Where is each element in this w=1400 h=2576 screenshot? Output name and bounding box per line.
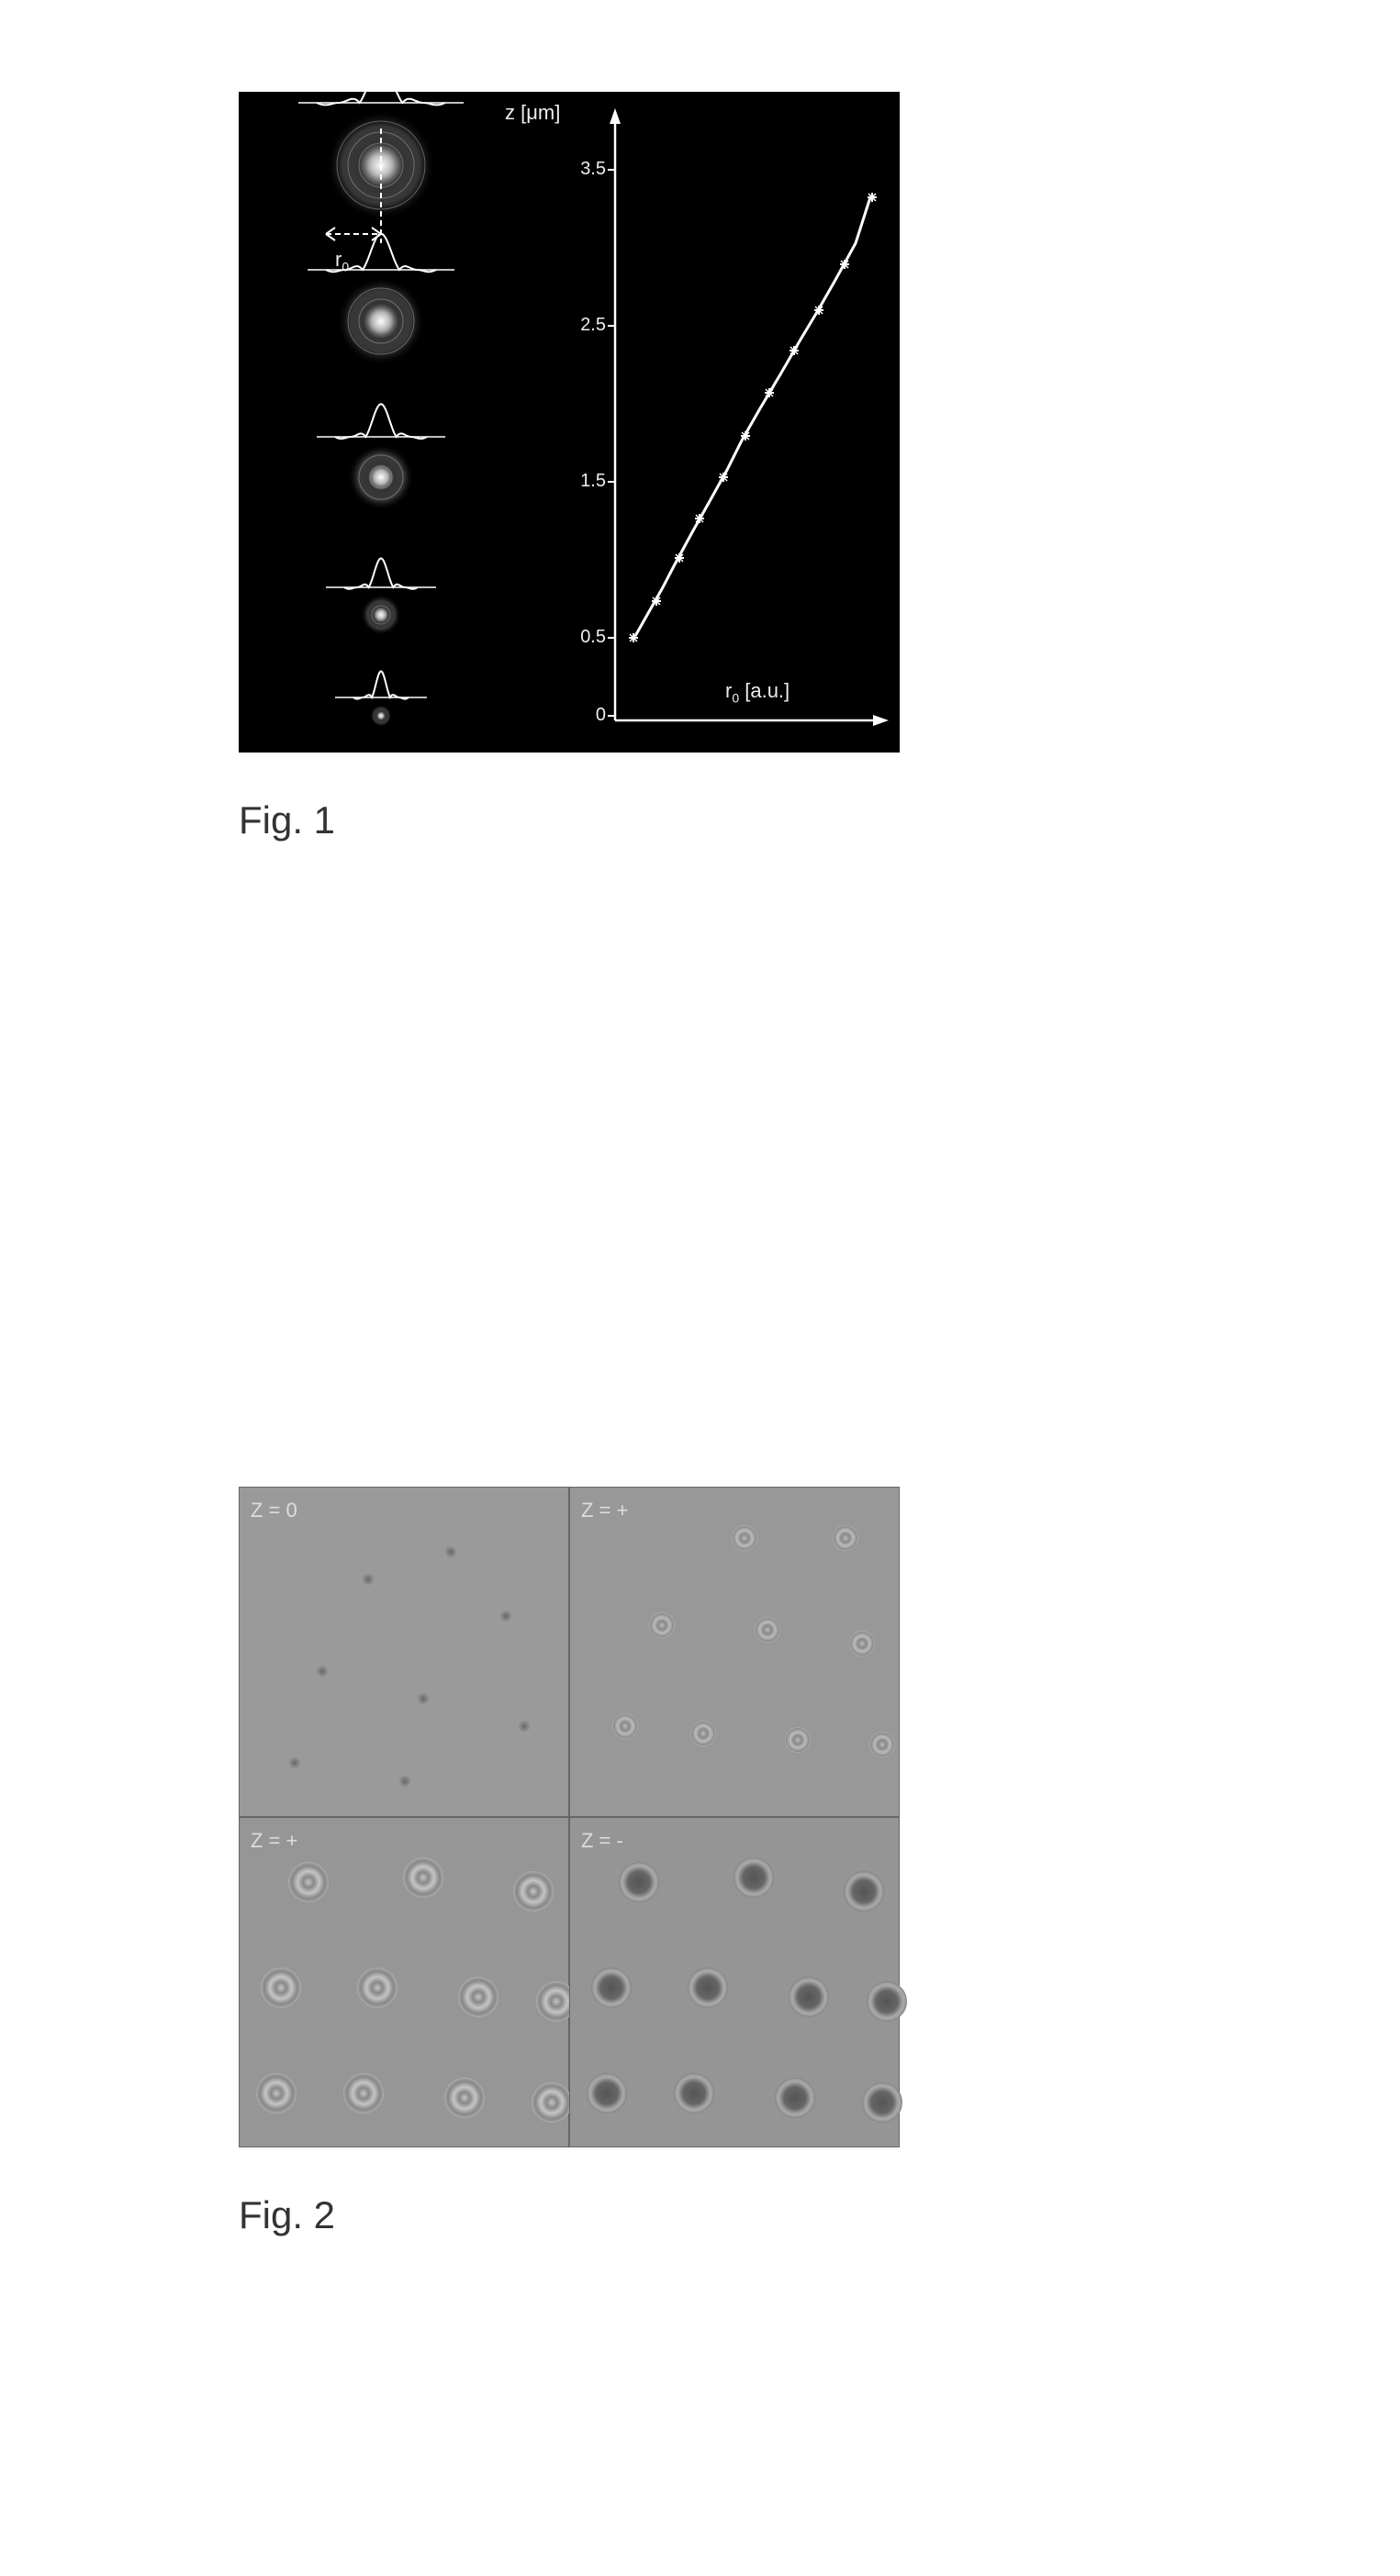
particle bbox=[256, 2073, 297, 2113]
particle bbox=[785, 1727, 811, 1753]
particle bbox=[619, 1862, 659, 1902]
y-tick-label: 1.5 bbox=[580, 471, 606, 492]
quadrant-3: Z = - bbox=[569, 1817, 900, 2147]
particle bbox=[500, 1611, 511, 1622]
particle bbox=[690, 1721, 716, 1746]
particle bbox=[862, 2082, 902, 2123]
quadrant-1: Z = + bbox=[569, 1487, 900, 1817]
particle bbox=[688, 1968, 728, 2008]
particle bbox=[513, 1871, 554, 1912]
quadrant-label: Z = + bbox=[251, 1829, 297, 1853]
particle bbox=[849, 1631, 875, 1656]
particle bbox=[363, 1574, 374, 1585]
particle bbox=[289, 1757, 300, 1768]
particle bbox=[343, 2073, 384, 2113]
particle bbox=[649, 1612, 675, 1638]
particle bbox=[789, 1977, 829, 2017]
particle bbox=[591, 1968, 632, 2008]
y-axis-label: z [μm] bbox=[505, 101, 560, 125]
particle bbox=[867, 1981, 907, 2022]
particle bbox=[458, 1977, 498, 2017]
particle bbox=[403, 1857, 443, 1898]
quadrant-label: Z = + bbox=[581, 1499, 628, 1522]
figure-2-caption: Fig. 2 bbox=[239, 2193, 900, 2237]
particle bbox=[732, 1525, 757, 1551]
quadrant-2: Z = + bbox=[239, 1817, 569, 2147]
particle bbox=[288, 1862, 329, 1902]
particle bbox=[357, 1968, 398, 2008]
x-axis-label: r0 [a.u.] bbox=[725, 679, 790, 705]
particle bbox=[444, 2078, 485, 2118]
particle bbox=[399, 1776, 410, 1787]
particle bbox=[587, 2073, 627, 2113]
particle bbox=[674, 2073, 714, 2113]
particle bbox=[418, 1693, 429, 1704]
figure-1-caption: Fig. 1 bbox=[239, 798, 900, 842]
y-tick-label: 0 bbox=[596, 705, 606, 726]
quadrant-label: Z = - bbox=[581, 1829, 623, 1853]
figure-2-image: Z = 0 Z = + Z = + Z = - bbox=[239, 1487, 900, 2147]
particle bbox=[519, 1721, 530, 1732]
quadrant-0: Z = 0 bbox=[239, 1487, 569, 1817]
particle bbox=[261, 1968, 301, 2008]
particle bbox=[532, 2082, 572, 2123]
y-tick-label: 3.5 bbox=[580, 159, 606, 180]
particle bbox=[755, 1617, 780, 1643]
figure-1-svg bbox=[239, 92, 900, 753]
r0-label: r0 bbox=[335, 248, 349, 273]
y-tick-label: 2.5 bbox=[580, 315, 606, 336]
figure-1-image: z [μm] r0 [a.u.] r0 3.5 2.5 1.5 0.5 0 bbox=[239, 92, 900, 753]
particle bbox=[612, 1713, 638, 1739]
particle bbox=[775, 2078, 815, 2118]
figure-2: Z = 0 Z = + Z = + Z = - Fig. 2 bbox=[239, 1487, 900, 2237]
particle bbox=[734, 1857, 774, 1898]
particle bbox=[317, 1666, 328, 1677]
particle bbox=[445, 1546, 456, 1557]
particle bbox=[869, 1732, 895, 1757]
figure-1: z [μm] r0 [a.u.] r0 3.5 2.5 1.5 0.5 0 Fig. 1 bbox=[239, 92, 900, 842]
particle bbox=[844, 1871, 884, 1912]
quadrant-label: Z = 0 bbox=[251, 1499, 297, 1522]
particle bbox=[833, 1525, 858, 1551]
y-tick-label: 0.5 bbox=[580, 627, 606, 648]
